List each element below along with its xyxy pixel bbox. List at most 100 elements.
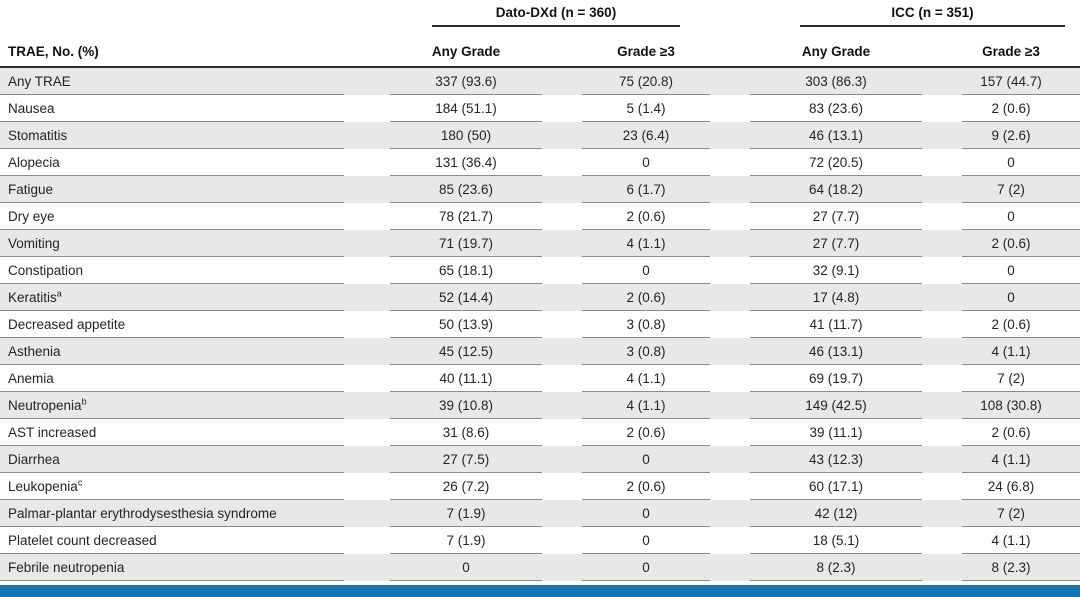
col-header-icc-grade3: Grade ≥3: [942, 27, 1080, 68]
value-cell: 2 (0.6): [942, 95, 1080, 122]
value-cell: 52 (14.4): [370, 284, 562, 311]
value-cell: 108 (30.8): [942, 392, 1080, 419]
value-cell: 17 (4.8): [730, 284, 942, 311]
table-row: Diarrhea 27 (7.5) 0 43 (12.3) 4 (1.1): [0, 446, 1080, 473]
value-cell: 0: [562, 149, 730, 176]
trae-label: Dry eye: [0, 203, 370, 230]
value-cell: 46 (13.1): [730, 338, 942, 365]
value-cell: 2 (0.6): [942, 419, 1080, 446]
value-cell: 78 (21.7): [370, 203, 562, 230]
trae-label: Asthenia: [0, 338, 370, 365]
col-header-icc-any-grade: Any Grade: [730, 27, 942, 68]
value-cell: 337 (93.6): [370, 67, 562, 95]
value-cell: 4 (1.1): [942, 446, 1080, 473]
value-cell: 24 (6.8): [942, 473, 1080, 500]
value-cell: 180 (50): [370, 122, 562, 149]
value-cell: 7 (1.9): [370, 527, 562, 554]
value-cell: 85 (23.6): [370, 176, 562, 203]
column-header-row: TRAE, No. (%) Any Grade Grade ≥3 Any Gra…: [0, 27, 1080, 68]
value-cell: 23 (6.4): [562, 122, 730, 149]
value-cell: 40 (11.1): [370, 365, 562, 392]
value-cell: 83 (23.6): [730, 95, 942, 122]
table-body: Any TRAE 337 (93.6) 75 (20.8) 303 (86.3) 157…: [0, 67, 1080, 581]
value-cell: 65 (18.1): [370, 257, 562, 284]
trae-label: Platelet count decreased: [0, 527, 370, 554]
trae-label: Fatigue: [0, 176, 370, 203]
value-cell: 7 (1.9): [370, 500, 562, 527]
column-group-dato-dxd-label: Dato-DXd (n = 360): [432, 5, 680, 27]
value-cell: 2 (0.6): [942, 230, 1080, 257]
value-cell: 39 (10.8): [370, 392, 562, 419]
value-cell: 0: [562, 500, 730, 527]
value-cell: 3 (0.8): [562, 338, 730, 365]
value-cell: 8 (2.3): [730, 554, 942, 581]
value-cell: 9 (2.6): [942, 122, 1080, 149]
col-header-dato-any-grade: Any Grade: [370, 27, 562, 68]
trae-label: Nausea: [0, 95, 370, 122]
value-cell: 149 (42.5): [730, 392, 942, 419]
trae-label: Constipation: [0, 257, 370, 284]
value-cell: 45 (12.5): [370, 338, 562, 365]
value-cell: 2 (0.6): [562, 203, 730, 230]
column-group-icc: ICC (n = 351): [730, 0, 1080, 27]
table-row: Constipation 65 (18.1) 0 32 (9.1) 0: [0, 257, 1080, 284]
value-cell: 27 (7.7): [730, 203, 942, 230]
trae-label: Stomatitis: [0, 122, 370, 149]
accent-bar: [0, 585, 1080, 597]
value-cell: 4 (1.1): [562, 365, 730, 392]
trae-label: Leukopeniac: [0, 473, 370, 500]
footnote-marker: a: [56, 288, 62, 299]
value-cell: 5 (1.4): [562, 95, 730, 122]
trae-label: Neutropeniab: [0, 392, 370, 419]
value-cell: 50 (13.9): [370, 311, 562, 338]
trae-table: Dato-DXd (n = 360) ICC (n = 351) TRAE, N…: [0, 0, 1080, 581]
value-cell: 2 (0.6): [942, 311, 1080, 338]
table-row: Asthenia 45 (12.5) 3 (0.8) 46 (13.1) 4 (1.1): [0, 338, 1080, 365]
value-cell: 69 (19.7): [730, 365, 942, 392]
footnote-marker: b: [81, 396, 87, 407]
table-row: Anemia 40 (11.1) 4 (1.1) 69 (19.7) 7 (2): [0, 365, 1080, 392]
value-cell: 18 (5.1): [730, 527, 942, 554]
table-row: Fatigue 85 (23.6) 6 (1.7) 64 (18.2) 7 (2): [0, 176, 1080, 203]
value-cell: 2 (0.6): [562, 284, 730, 311]
value-cell: 4 (1.1): [562, 392, 730, 419]
value-cell: 8 (2.3): [942, 554, 1080, 581]
value-cell: 43 (12.3): [730, 446, 942, 473]
footnote-marker: c: [77, 477, 83, 488]
trae-label: Decreased appetite: [0, 311, 370, 338]
value-cell: 2 (0.6): [562, 419, 730, 446]
table-row: Palmar-plantar erythrodysesthesia syndro…: [0, 500, 1080, 527]
value-cell: 0: [370, 554, 562, 581]
trae-label: Febrile neutropenia: [0, 554, 370, 581]
value-cell: 26 (7.2): [370, 473, 562, 500]
trae-label: Any TRAE: [0, 67, 370, 95]
column-group-dato-dxd: Dato-DXd (n = 360): [370, 0, 730, 27]
trae-label: Anemia: [0, 365, 370, 392]
value-cell: 303 (86.3): [730, 67, 942, 95]
table-row: Keratitisa 52 (14.4) 2 (0.6) 17 (4.8) 0: [0, 284, 1080, 311]
table-row: Dry eye 78 (21.7) 2 (0.6) 27 (7.7) 0: [0, 203, 1080, 230]
value-cell: 157 (44.7): [942, 67, 1080, 95]
trae-label: Vomiting: [0, 230, 370, 257]
table-row: Platelet count decreased 7 (1.9) 0 18 (5.1)…: [0, 527, 1080, 554]
table-row: Nausea 184 (51.1) 5 (1.4) 83 (23.6) 2 (0.6): [0, 95, 1080, 122]
value-cell: 31 (8.6): [370, 419, 562, 446]
table-row: Any TRAE 337 (93.6) 75 (20.8) 303 (86.3) 157…: [0, 67, 1080, 95]
spanner-spacer: [0, 0, 370, 27]
value-cell: 0: [942, 149, 1080, 176]
table-row: Stomatitis 180 (50) 23 (6.4) 46 (13.1) 9 (2.…: [0, 122, 1080, 149]
column-group-icc-label: ICC (n = 351): [800, 5, 1065, 27]
table-row: Vomiting 71 (19.7) 4 (1.1) 27 (7.7) 2 (0.6): [0, 230, 1080, 257]
row-header-label: TRAE, No. (%): [0, 27, 370, 68]
value-cell: 32 (9.1): [730, 257, 942, 284]
trae-label: Palmar-plantar erythrodysesthesia syndro…: [0, 500, 370, 527]
value-cell: 0: [562, 257, 730, 284]
value-cell: 46 (13.1): [730, 122, 942, 149]
value-cell: 72 (20.5): [730, 149, 942, 176]
table-row: Neutropeniab 39 (10.8) 4 (1.1) 149 (42.5) 10…: [0, 392, 1080, 419]
value-cell: 42 (12): [730, 500, 942, 527]
value-cell: 6 (1.7): [562, 176, 730, 203]
value-cell: 64 (18.2): [730, 176, 942, 203]
table-row: Febrile neutropenia 0 0 8 (2.3) 8 (2.3): [0, 554, 1080, 581]
value-cell: 0: [942, 203, 1080, 230]
